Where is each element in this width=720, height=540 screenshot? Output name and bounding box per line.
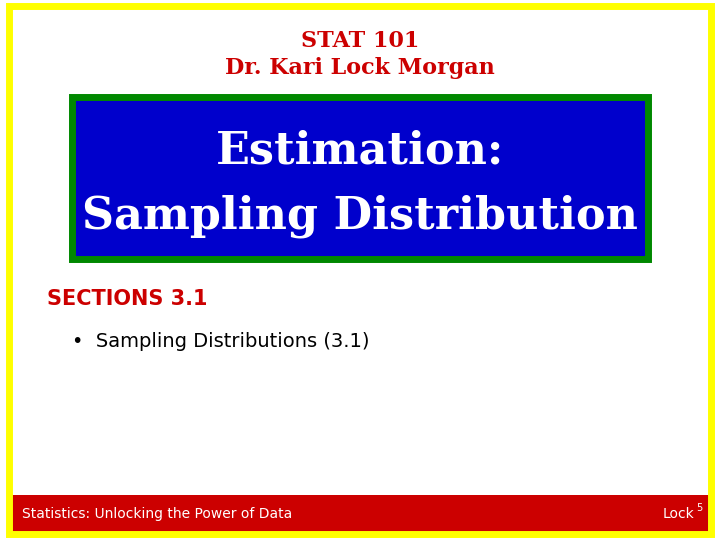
Text: 5: 5 bbox=[696, 503, 703, 512]
Text: Statistics: Unlocking the Power of Data: Statistics: Unlocking the Power of Data bbox=[22, 507, 292, 521]
Text: Sampling Distribution: Sampling Distribution bbox=[82, 194, 638, 238]
FancyBboxPatch shape bbox=[72, 97, 648, 259]
Text: Dr. Kari Lock Morgan: Dr. Kari Lock Morgan bbox=[225, 57, 495, 79]
Text: SECTIONS 3.1: SECTIONS 3.1 bbox=[47, 289, 207, 309]
Text: Estimation:: Estimation: bbox=[216, 130, 504, 173]
Text: Lock: Lock bbox=[663, 507, 695, 521]
Text: •  Sampling Distributions (3.1): • Sampling Distributions (3.1) bbox=[72, 332, 369, 351]
Text: STAT 101: STAT 101 bbox=[301, 30, 419, 52]
FancyBboxPatch shape bbox=[9, 495, 711, 534]
